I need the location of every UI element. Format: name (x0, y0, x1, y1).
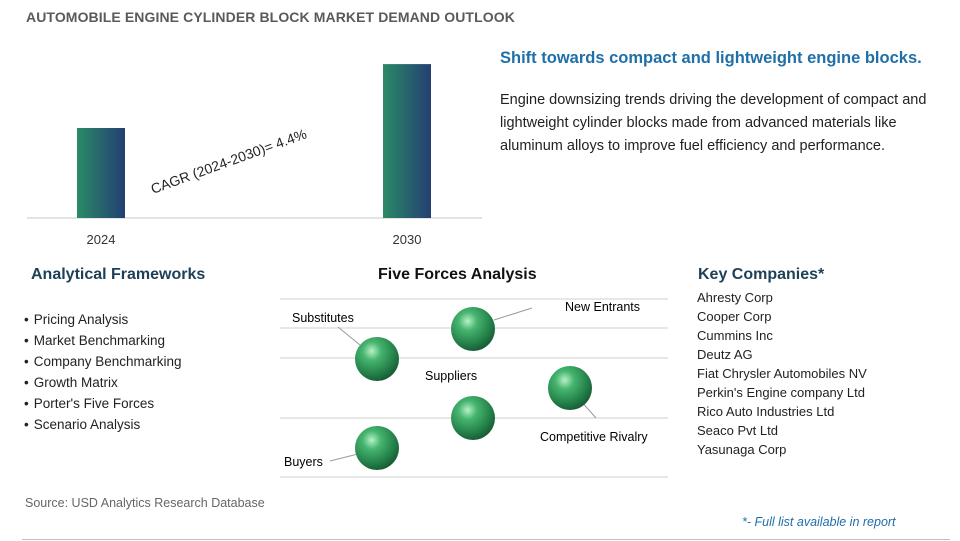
list-item: Rico Auto Industries Ltd (697, 404, 835, 419)
new-entrants-sphere (451, 307, 495, 351)
list-item: Seaco Pvt Ltd (697, 423, 778, 438)
list-item: Perkin's Engine company Ltd (697, 385, 865, 400)
list-item: Market Benchmarking (24, 330, 182, 351)
x-tick-label: 2024 (87, 232, 116, 247)
label-buyers: Buyers (284, 455, 323, 469)
footnote: *- Full list available in report (742, 515, 896, 529)
page-title: AUTOMOBILE ENGINE CYLINDER BLOCK MARKET … (26, 9, 515, 25)
list-item: Cummins Inc (697, 328, 773, 343)
bar-2030 (383, 64, 431, 218)
x-tick-label: 2030 (393, 232, 422, 247)
frameworks-list: Pricing Analysis Market Benchmarking Com… (24, 309, 182, 435)
market-outlook-chart: 2024 2030 CAGR (2024-2030)= 4.4% (27, 64, 482, 247)
five-forces-title: Five Forces Analysis (378, 266, 537, 283)
bottom-divider (22, 539, 950, 540)
companies-list: Ahresty Corp Cooper Corp Cummins Inc Deu… (697, 288, 867, 459)
list-item: Ahresty Corp (697, 290, 773, 305)
list-item: Scenario Analysis (24, 414, 182, 435)
list-item: Yasunaga Corp (697, 442, 787, 457)
list-item: Porter's Five Forces (24, 393, 182, 414)
list-item: Fiat Chrysler Automobiles NV (697, 366, 867, 381)
label-substitutes: Substitutes (292, 311, 354, 325)
list-item: Company Benchmarking (24, 351, 182, 372)
buyers-sphere (355, 426, 399, 470)
frameworks-title: Analytical Frameworks (31, 266, 206, 283)
label-new-entrants: New Entrants (565, 300, 640, 314)
suppliers-sphere (451, 396, 495, 440)
list-item: Pricing Analysis (24, 309, 182, 330)
label-suppliers: Suppliers (425, 369, 477, 383)
bar-2024 (77, 128, 125, 218)
list-item: Deutz AG (697, 347, 753, 362)
list-item: Growth Matrix (24, 372, 182, 393)
companies-title: Key Companies* (698, 266, 825, 283)
insight-description: Engine downsizing trends driving the dev… (500, 92, 927, 154)
list-item: Cooper Corp (697, 309, 772, 324)
substitutes-sphere (355, 337, 399, 381)
label-competitive-rivalry: Competitive Rivalry (540, 430, 648, 444)
insight-headline: Shift towards compact and lightweight en… (500, 49, 922, 67)
rivalry-sphere (548, 366, 592, 410)
source-note: Source: USD Analytics Research Database (25, 496, 265, 510)
